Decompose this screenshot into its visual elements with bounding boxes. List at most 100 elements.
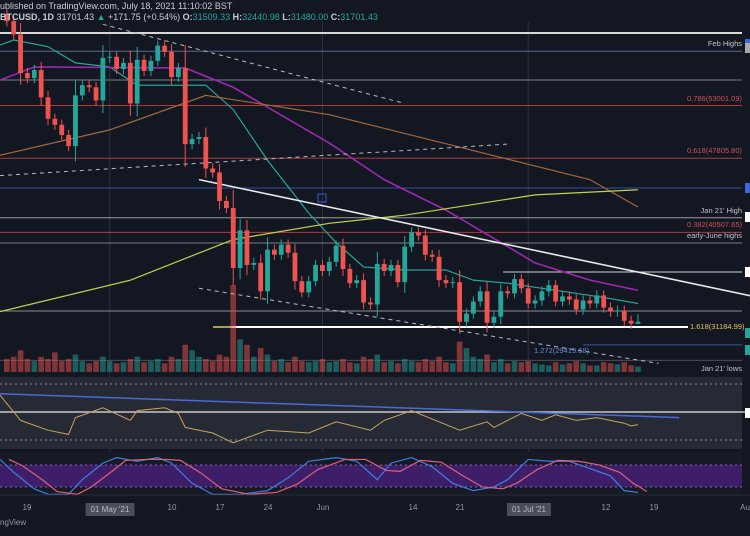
dashed-trendline — [198, 287, 659, 364]
price-level-label: 1.272(29419.68) — [534, 345, 590, 355]
candle-body — [162, 45, 168, 52]
candle-body — [601, 295, 607, 308]
volume-bar — [401, 358, 408, 372]
volume-bar — [367, 358, 374, 372]
time-axis-label: Jun — [316, 503, 330, 512]
volume-bar — [264, 354, 271, 372]
volume-bar — [415, 362, 422, 372]
volume-bar — [72, 354, 79, 372]
candle-body — [59, 124, 65, 135]
time-axis-label: 19 — [649, 503, 659, 512]
volume-bar — [429, 361, 435, 372]
solid-trendline — [198, 178, 750, 297]
volume-bar — [312, 361, 319, 372]
price-level-label: 0.786(53001.09) — [686, 93, 742, 103]
volume-bar — [449, 363, 456, 372]
volume-bar — [278, 358, 285, 372]
candle-body — [79, 85, 85, 96]
volume-bar — [422, 358, 429, 372]
volume-bar — [4, 358, 10, 372]
candle-body — [635, 321, 641, 324]
candle-body — [121, 62, 126, 69]
volume-bar — [532, 363, 538, 372]
candle-body — [457, 282, 463, 322]
symbol-label: BTCUSD, 1D — [0, 12, 55, 22]
rsi-line — [0, 394, 639, 444]
price-level-label: early-June highs — [686, 230, 742, 240]
candle-body — [560, 296, 565, 302]
volume-bar — [154, 358, 161, 372]
candle-body — [278, 244, 284, 255]
price-axis-tag — [745, 267, 750, 277]
candle-body — [621, 310, 627, 321]
volume-bar — [134, 356, 140, 372]
volume-bar — [257, 348, 264, 372]
volume-bar — [628, 365, 634, 372]
candle-body — [347, 268, 353, 284]
candle-body — [107, 56, 113, 58]
time-axis-label: 19 — [22, 503, 32, 512]
candle-body — [299, 281, 305, 293]
volume-bar — [271, 361, 278, 372]
candle-body — [340, 245, 346, 269]
trendlines[interactable] — [0, 23, 750, 364]
volume-bar — [340, 358, 346, 372]
price-level-label: Jan 21' lows — [700, 364, 742, 374]
candle-body — [182, 67, 188, 145]
volume-bar — [65, 358, 72, 372]
ma100-line — [0, 94, 639, 208]
volume-bars — [4, 285, 641, 372]
candle-body — [272, 249, 277, 255]
candle-body — [244, 230, 250, 265]
stoch-band — [0, 464, 742, 487]
ma200-line — [0, 189, 639, 313]
volume-bar — [470, 356, 477, 372]
volume-bar — [511, 361, 518, 372]
candle-body — [512, 279, 517, 294]
time-axis-label: 12 — [601, 503, 611, 512]
close-value: 31701.43 — [340, 12, 378, 22]
volume-bar — [518, 362, 525, 372]
last-price: 31701.43 — [56, 12, 95, 22]
candle-body — [416, 232, 421, 236]
volume-bar — [100, 356, 106, 372]
volume-bar — [52, 352, 58, 372]
volume-bar — [333, 361, 339, 372]
volume-bar — [456, 341, 463, 372]
candle-body — [265, 249, 270, 292]
volume-bar — [504, 363, 511, 372]
candle-body — [86, 85, 92, 88]
candle-body — [175, 67, 181, 78]
volume-bar — [203, 358, 209, 372]
candle-body — [189, 139, 195, 145]
volume-bar — [347, 362, 353, 372]
anchor-marker[interactable] — [317, 193, 327, 203]
volume-bar — [161, 363, 168, 372]
candle-body — [628, 320, 634, 324]
candle-body — [395, 264, 401, 283]
candle-body — [470, 301, 476, 314]
volume-bar — [463, 348, 470, 372]
candles — [4, 9, 641, 334]
volume-bar — [285, 362, 291, 372]
volume-bar — [299, 361, 305, 372]
ma20-line — [0, 39, 639, 305]
high-value: 32440.98 — [242, 12, 280, 22]
candle-body — [608, 307, 613, 312]
volume-bar — [546, 365, 552, 372]
candle-body — [326, 261, 332, 272]
candle-body — [11, 21, 17, 35]
price-levels — [0, 31, 742, 361]
candle-body — [31, 69, 37, 79]
candle-body — [498, 291, 504, 317]
candle-body — [422, 235, 428, 255]
volume-bar — [539, 364, 545, 372]
candle-body — [169, 51, 174, 78]
candle-body — [381, 263, 387, 272]
volume-bar — [251, 356, 257, 372]
volume-bar — [175, 358, 182, 372]
price-axis-tag — [745, 345, 750, 355]
price-axis-tag — [745, 183, 750, 193]
time-axis-label: 01 Jul '21 — [507, 503, 551, 516]
